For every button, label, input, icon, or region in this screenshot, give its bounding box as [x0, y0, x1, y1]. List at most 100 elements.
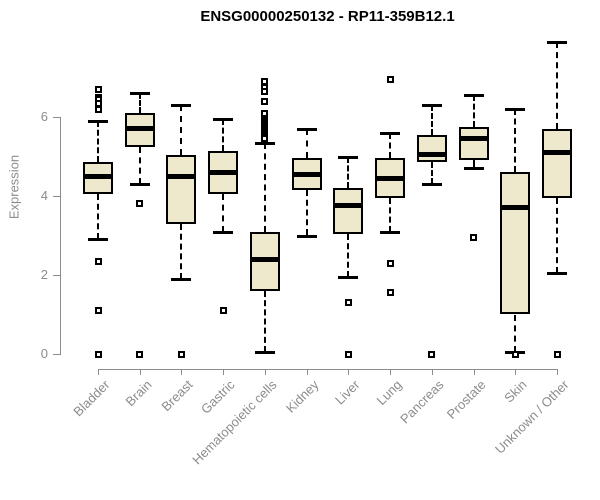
y-axis-tick	[53, 354, 60, 355]
whisker-cap-lower-unknown-other	[547, 272, 567, 276]
whisker-lower-pancreas	[430, 162, 433, 185]
whisker-cap-lower-gastric	[213, 230, 234, 234]
whisker-cap-lower-brain	[129, 183, 150, 187]
whisker-lower-hematopoietic-cells	[263, 290, 266, 353]
whisker-cap-upper-liver	[338, 155, 359, 159]
box-unknown-other	[542, 128, 572, 198]
chart-title: ENSG00000250132 - RP11-359B12.1	[200, 8, 455, 25]
outlier-bladder	[94, 85, 102, 93]
box-prostate	[458, 126, 489, 161]
median-prostate	[458, 136, 489, 142]
median-bladder	[83, 173, 113, 179]
x-axis-tick	[431, 369, 433, 375]
outlier-liver	[344, 299, 352, 307]
x-axis-tick	[181, 369, 183, 375]
outlier-liver	[344, 350, 352, 358]
y-axis-title: Expression	[6, 154, 22, 220]
whisker-cap-upper-lung	[380, 131, 401, 135]
outlier-skin	[511, 350, 519, 358]
x-axis-tick	[98, 369, 99, 375]
whisker-lower-brain	[138, 146, 141, 185]
outlier-brain	[136, 350, 144, 358]
box-breast	[166, 154, 197, 224]
whisker-lower-breast	[180, 223, 183, 279]
whisker-upper-unknown-other	[556, 41, 558, 129]
whisker-lower-skin	[514, 314, 517, 353]
outlier-breast	[177, 350, 185, 358]
whisker-upper-lung	[389, 132, 392, 159]
y-axis-tick	[53, 275, 60, 276]
whisker-cap-upper-skin	[505, 108, 526, 112]
outlier-bladder	[94, 257, 102, 265]
outlier-brain	[136, 200, 144, 208]
x-axis-tick	[390, 369, 392, 375]
whisker-cap-lower-pancreas	[421, 183, 442, 187]
outlier-lung	[386, 259, 394, 267]
x-axis-tick	[264, 369, 266, 375]
median-breast	[166, 173, 197, 179]
outlier-lung	[386, 289, 394, 297]
outlier-prostate	[470, 233, 478, 241]
whisker-upper-prostate	[472, 95, 475, 127]
whisker-lower-kidney	[305, 190, 308, 236]
whisker-cap-upper-hematopoietic-cells	[254, 141, 275, 145]
x-axis-line	[98, 369, 558, 370]
outlier-unknown-other	[553, 350, 561, 358]
x-axis-tick	[139, 369, 141, 375]
y-tick-label: 0	[40, 346, 48, 361]
outlier-bladder	[94, 307, 102, 315]
whisker-upper-breast	[180, 105, 183, 155]
x-axis-tick	[348, 369, 350, 375]
whisker-upper-hematopoietic-cells	[263, 142, 266, 232]
y-axis-line	[60, 117, 61, 355]
whisker-cap-upper-gastric	[213, 117, 234, 121]
whisker-lower-prostate	[472, 160, 475, 169]
whisker-lower-unknown-other	[556, 197, 558, 274]
whisker-upper-liver	[347, 156, 350, 189]
whisker-cap-lower-hematopoietic-cells	[254, 351, 275, 355]
median-hematopoietic-cells	[249, 256, 280, 262]
whisker-upper-pancreas	[430, 105, 433, 135]
whisker-upper-brain	[138, 93, 141, 114]
x-tick-label-unknown-other: Unknown / Other	[492, 377, 572, 457]
x-axis-tick	[306, 369, 308, 375]
median-gastric	[208, 169, 239, 175]
y-axis-tick	[53, 196, 60, 197]
whisker-cap-lower-bladder	[88, 238, 108, 242]
whisker-lower-bladder	[97, 194, 99, 240]
whisker-cap-lower-breast	[171, 277, 192, 281]
x-axis-tick	[515, 369, 517, 375]
whisker-lower-gastric	[222, 194, 225, 232]
whisker-cap-upper-brain	[129, 92, 150, 96]
y-tick-label: 4	[40, 188, 48, 203]
whisker-upper-kidney	[305, 128, 308, 159]
whisker-cap-upper-bladder	[88, 119, 108, 123]
outlier-bladder	[94, 350, 102, 358]
whisker-lower-lung	[389, 197, 392, 232]
median-skin	[500, 205, 531, 211]
whisker-upper-bladder	[97, 120, 99, 163]
y-tick-label: 2	[40, 267, 48, 282]
whisker-cap-upper-prostate	[463, 94, 484, 98]
whisker-cap-lower-lung	[380, 230, 401, 234]
whisker-upper-gastric	[222, 118, 225, 151]
outlier-lung	[386, 75, 394, 83]
median-pancreas	[416, 152, 447, 158]
outlier-hematopoietic-cells	[261, 135, 269, 143]
median-liver	[333, 203, 364, 209]
whisker-cap-upper-breast	[171, 104, 192, 108]
median-brain	[124, 126, 155, 132]
outlier-gastric	[219, 307, 227, 315]
y-axis-tick	[53, 117, 60, 118]
whisker-cap-upper-kidney	[296, 127, 317, 131]
whisker-cap-upper-unknown-other	[547, 40, 567, 44]
whisker-cap-lower-liver	[338, 275, 359, 279]
box-pancreas	[416, 134, 447, 163]
outlier-hematopoietic-cells	[261, 87, 269, 95]
box-skin	[500, 172, 531, 315]
outlier-bladder	[94, 105, 102, 113]
x-axis-tick	[473, 369, 475, 375]
whisker-cap-lower-kidney	[296, 234, 317, 238]
x-axis-tick	[223, 369, 225, 375]
